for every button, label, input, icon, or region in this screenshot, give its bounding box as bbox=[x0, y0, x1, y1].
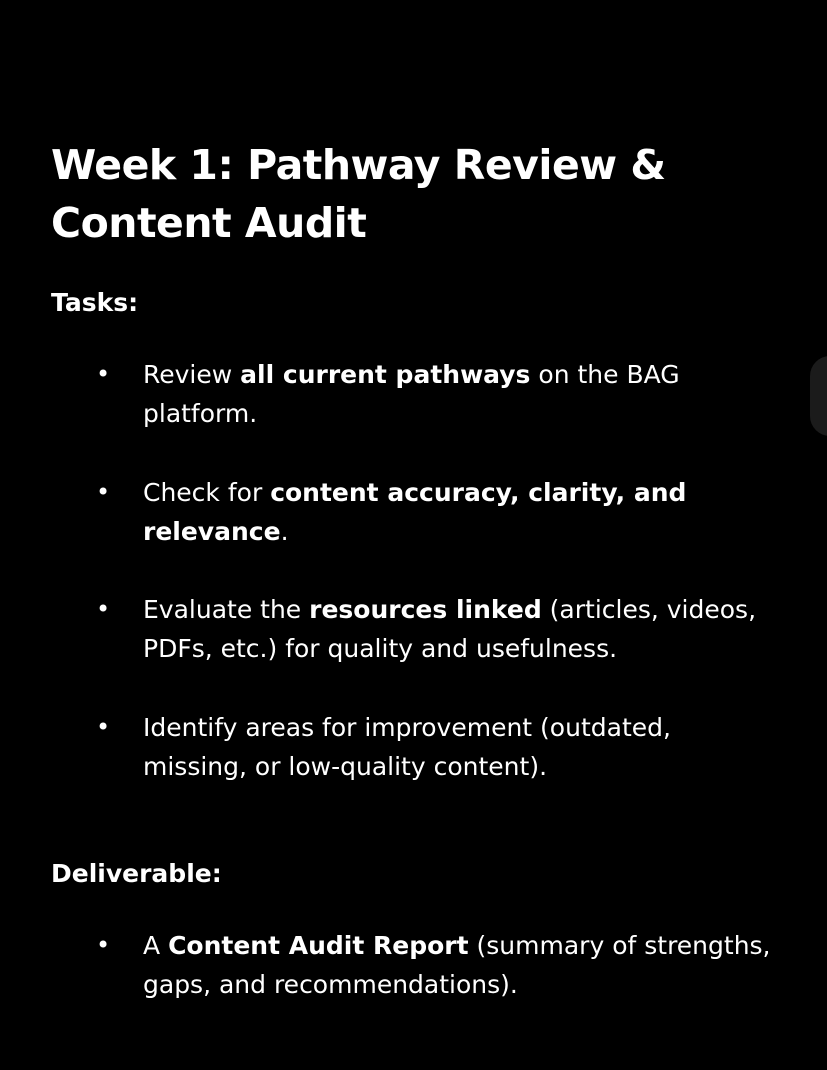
deliverable-heading: Deliverable: bbox=[51, 859, 222, 888]
bold-text-run: Content Audit Report bbox=[168, 931, 469, 960]
bullet-icon: • bbox=[96, 360, 111, 388]
text-run: Check for bbox=[143, 478, 271, 507]
task-text-4: Identify areas for improvement (outdated… bbox=[143, 708, 773, 786]
text-run: . bbox=[280, 517, 289, 546]
text-run: (articles, videos, PDFs, etc.) for quali… bbox=[143, 595, 757, 663]
bullet-icon: • bbox=[96, 595, 111, 623]
text-run: Evaluate the bbox=[143, 595, 310, 624]
floating-handle[interactable] bbox=[810, 356, 827, 436]
text-run: (summary of strengths, gaps, and recomme… bbox=[143, 931, 771, 999]
bold-text-run: resources linked bbox=[309, 595, 542, 624]
bullet-icon: • bbox=[96, 478, 111, 506]
deliverable-text-1: A Content Audit Report (summary of stren… bbox=[143, 926, 773, 1004]
text-run: A bbox=[143, 931, 169, 960]
bold-text-run: content accuracy, clarity, and relevance bbox=[143, 478, 687, 546]
task-text-1: Review all current pathways on the BAG p… bbox=[143, 355, 773, 433]
text-run: on the BAG platform. bbox=[143, 360, 680, 428]
task-text-3: Evaluate the resources linked (articles,… bbox=[143, 590, 773, 668]
text-run: Identify areas for improvement (outdated… bbox=[143, 713, 671, 781]
task-text-2: Check for content accuracy, clarity, and… bbox=[143, 473, 773, 551]
text-run: Review bbox=[143, 360, 241, 389]
page-title: Week 1: Pathway Review & Content Audit bbox=[51, 141, 666, 247]
bullet-icon: • bbox=[96, 931, 111, 959]
bold-text-run: all current pathways bbox=[240, 360, 531, 389]
tasks-heading: Tasks: bbox=[51, 288, 139, 317]
bullet-icon: • bbox=[96, 713, 111, 741]
